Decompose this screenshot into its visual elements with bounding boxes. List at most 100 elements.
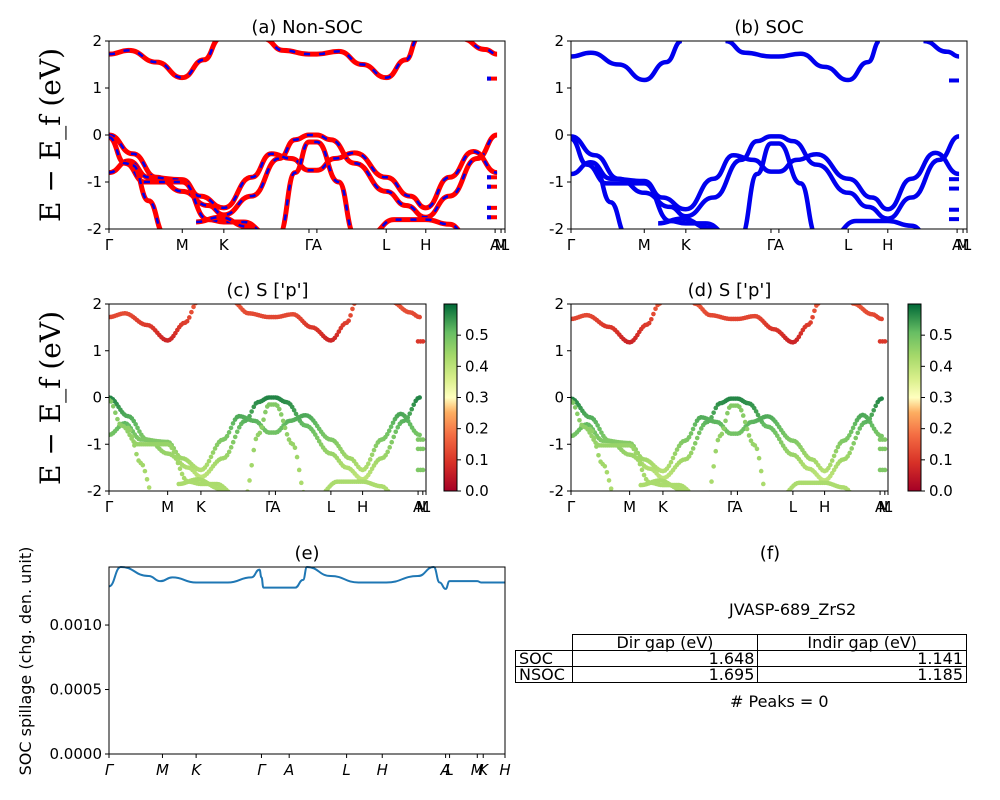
band-point bbox=[234, 493, 239, 498]
band-point bbox=[646, 320, 652, 326]
y-tick-label: 2 bbox=[554, 295, 564, 313]
x-tick-label: M bbox=[176, 236, 189, 254]
x-tick-label: H bbox=[499, 761, 510, 779]
band-point bbox=[208, 454, 214, 460]
band-point bbox=[879, 396, 884, 401]
band-point bbox=[746, 433, 752, 438]
band-point bbox=[882, 339, 888, 344]
band-point bbox=[225, 489, 231, 491]
indir-gap-value: 1.185 bbox=[757, 666, 967, 683]
axes-frame bbox=[108, 566, 506, 755]
band-point bbox=[224, 433, 230, 439]
x-tick-label: A bbox=[413, 498, 424, 516]
band-point bbox=[232, 493, 237, 498]
x-tick-label: K bbox=[478, 761, 489, 779]
soc-bands bbox=[571, 41, 960, 229]
colorbar-tick-label: 0.2 bbox=[465, 420, 489, 438]
x-tick-label: M bbox=[495, 236, 508, 254]
x-tick-label: L bbox=[884, 498, 893, 516]
band-point bbox=[873, 403, 879, 409]
x-tick-label: K bbox=[681, 236, 692, 254]
y-tick-label: -2 bbox=[549, 220, 564, 238]
band-point bbox=[314, 435, 320, 441]
band-point bbox=[690, 446, 696, 451]
band-point bbox=[420, 446, 426, 452]
y-tick-label: 0 bbox=[92, 126, 102, 144]
band-point bbox=[290, 441, 296, 447]
x-tick-label: M bbox=[957, 236, 970, 254]
band-point bbox=[291, 407, 297, 413]
soc-band-overlay bbox=[378, 218, 460, 229]
y-tick-label: 1 bbox=[92, 79, 102, 97]
band-point bbox=[869, 412, 875, 418]
band-point bbox=[109, 399, 114, 404]
x-tick-label: A bbox=[270, 498, 281, 516]
band-point bbox=[230, 492, 235, 497]
x-tick-label: Γ bbox=[105, 761, 115, 779]
x-tick-label: M bbox=[156, 761, 169, 779]
nsoc-band-line bbox=[376, 217, 461, 229]
band-point bbox=[594, 444, 599, 449]
band-point bbox=[882, 437, 888, 442]
band-point bbox=[833, 448, 839, 454]
band-point bbox=[364, 464, 369, 470]
band-point bbox=[388, 491, 393, 496]
x-tick-label: Γ bbox=[265, 498, 274, 516]
band-point bbox=[595, 423, 600, 428]
x-tick-label: Γ bbox=[727, 498, 736, 516]
band-point bbox=[685, 492, 690, 497]
band-point bbox=[668, 459, 674, 465]
y-tick-label: -1 bbox=[87, 173, 102, 191]
soc-band-line bbox=[571, 150, 960, 212]
projected-band-points bbox=[571, 304, 888, 499]
band-point bbox=[637, 461, 643, 467]
x-tick-label: Γ bbox=[305, 236, 314, 254]
band-point bbox=[713, 405, 719, 411]
band-point bbox=[417, 314, 422, 320]
band-point bbox=[249, 462, 254, 468]
band-point bbox=[284, 432, 290, 437]
band-point bbox=[782, 493, 787, 498]
soc-band-line bbox=[923, 41, 960, 59]
band-point bbox=[882, 446, 888, 452]
band-point bbox=[796, 334, 802, 340]
y-tick-label: 2 bbox=[92, 295, 102, 313]
band-point bbox=[847, 433, 852, 438]
band-point bbox=[639, 467, 645, 473]
band-point bbox=[226, 449, 232, 455]
band-point bbox=[696, 494, 701, 499]
x-tick-label: A bbox=[774, 236, 785, 254]
band-point bbox=[826, 465, 831, 471]
band-point bbox=[672, 451, 678, 457]
band-point bbox=[687, 494, 692, 499]
nsoc-band-line bbox=[131, 163, 163, 229]
band-point bbox=[229, 490, 231, 491]
x-tick-label: A bbox=[952, 236, 963, 254]
x-tick-label: L bbox=[501, 236, 510, 254]
panel-title: (d) S ['p'] bbox=[688, 280, 772, 301]
band-point bbox=[575, 411, 580, 417]
band-point bbox=[688, 431, 694, 436]
band-point bbox=[247, 478, 252, 483]
x-tick-label: M bbox=[878, 498, 891, 516]
band-point bbox=[651, 311, 656, 317]
colorbar-tick-label: 0.3 bbox=[929, 389, 953, 407]
band-point bbox=[348, 313, 353, 318]
band-point bbox=[292, 445, 298, 450]
band-point bbox=[780, 494, 785, 499]
band-point bbox=[206, 458, 212, 464]
panel-title: (c) S ['p'] bbox=[226, 280, 308, 301]
band-point bbox=[689, 494, 694, 499]
x-tick-label: H bbox=[377, 761, 388, 779]
x-tick-label: A bbox=[875, 498, 886, 516]
band-point bbox=[798, 331, 804, 336]
x-tick-label: A bbox=[283, 761, 294, 779]
band-point bbox=[854, 494, 859, 499]
band-point bbox=[385, 449, 390, 455]
band-point bbox=[417, 432, 422, 438]
band-point bbox=[177, 466, 183, 472]
band-point bbox=[852, 421, 858, 427]
band-point bbox=[225, 493, 230, 498]
band-point bbox=[845, 454, 850, 459]
x-tick-label: L bbox=[422, 498, 431, 516]
